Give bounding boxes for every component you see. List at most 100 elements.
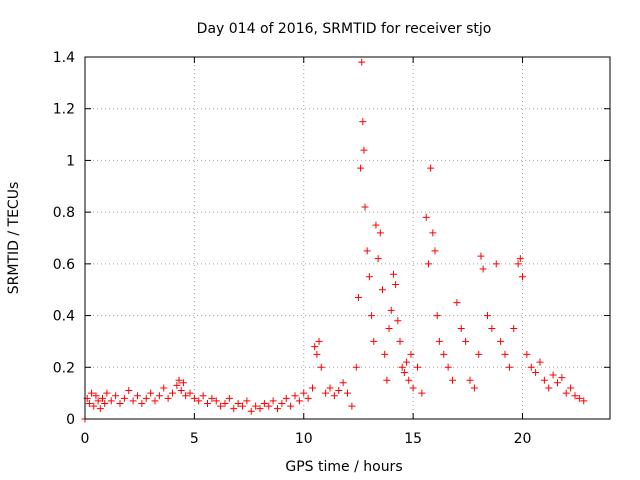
y-tick-label: 0.4	[53, 309, 75, 325]
data-point	[291, 392, 299, 400]
data-point	[427, 164, 435, 172]
data-point	[392, 281, 400, 289]
data-point	[354, 293, 362, 301]
data-point	[385, 325, 393, 332]
data-point	[204, 399, 211, 407]
data-point	[234, 399, 242, 407]
data-point	[422, 213, 430, 221]
data-point	[540, 376, 548, 384]
data-point	[352, 363, 360, 371]
data-point	[554, 379, 561, 387]
data-point	[374, 255, 382, 263]
data-point	[309, 384, 316, 392]
data-point	[186, 389, 194, 397]
data-point	[160, 384, 168, 392]
data-point	[433, 312, 441, 320]
data-point	[466, 376, 474, 384]
data-point	[477, 252, 485, 260]
data-point	[326, 384, 334, 392]
data-point	[142, 394, 150, 402]
data-point	[278, 399, 286, 407]
data-point	[381, 350, 389, 358]
data-point	[407, 350, 415, 358]
data-point	[532, 368, 540, 376]
data-point	[527, 363, 535, 371]
data-point	[107, 397, 115, 405]
data-point	[315, 337, 323, 345]
data-point	[409, 384, 417, 392]
data-point	[453, 299, 461, 307]
y-tick-label: 1.2	[53, 102, 75, 118]
chart-title: Day 014 of 2016, SRMTID for receiver stj…	[197, 21, 492, 37]
data-point	[418, 389, 426, 397]
data-point	[479, 265, 487, 273]
data-point	[580, 397, 588, 405]
data-point	[94, 397, 102, 405]
data-point	[151, 397, 159, 405]
x-tick-label: 20	[514, 431, 532, 447]
data-point	[169, 389, 176, 397]
data-point	[269, 397, 277, 405]
data-point	[431, 247, 439, 255]
data-point	[361, 203, 369, 211]
data-point	[101, 399, 109, 407]
data-point	[344, 389, 351, 397]
data-point	[256, 405, 264, 413]
data-point	[370, 337, 378, 345]
data-point	[457, 325, 465, 332]
data-point	[147, 389, 155, 397]
data-point	[394, 317, 402, 325]
data-point	[173, 381, 181, 389]
data-point	[247, 407, 255, 415]
y-tick-label: 0.2	[53, 360, 75, 376]
data-point	[339, 379, 347, 387]
data-point	[396, 337, 404, 345]
data-point	[179, 379, 187, 387]
grid	[85, 57, 610, 419]
data-point	[387, 306, 395, 314]
data-point	[488, 325, 496, 332]
y-tick-label: 0.6	[53, 257, 75, 273]
data-point	[414, 363, 421, 371]
data-point	[239, 402, 246, 410]
data-point	[208, 394, 216, 402]
data-point	[300, 389, 308, 397]
data-point	[313, 350, 321, 358]
data-point	[571, 392, 579, 400]
data-point	[282, 394, 290, 402]
data-point	[424, 260, 432, 268]
data-point	[400, 368, 408, 376]
data-point	[125, 387, 133, 395]
x-tick-label: 15	[404, 431, 422, 447]
data-point	[514, 260, 522, 268]
data-point	[88, 389, 96, 397]
data-point	[519, 273, 526, 281]
data-point	[230, 405, 238, 413]
data-point	[510, 325, 518, 332]
data-point	[536, 358, 544, 366]
data-point	[523, 350, 531, 358]
data-point	[357, 164, 365, 172]
data-point	[274, 405, 281, 413]
data-point	[567, 384, 575, 392]
data-point	[368, 312, 376, 320]
data-point	[199, 392, 207, 400]
data-point	[195, 397, 203, 405]
data-point	[470, 384, 478, 392]
data-point	[304, 394, 312, 402]
data-point	[558, 374, 566, 382]
data-point	[225, 394, 233, 402]
data-point	[360, 146, 368, 154]
data-point	[363, 247, 371, 255]
data-point	[492, 260, 500, 268]
data-point	[317, 363, 325, 371]
data-point	[120, 394, 128, 402]
data-point	[440, 350, 448, 358]
data-point	[103, 389, 111, 397]
data-point	[287, 402, 295, 410]
data-point	[295, 397, 303, 405]
data-point	[212, 397, 220, 405]
data-point	[155, 392, 163, 400]
data-point	[516, 255, 524, 263]
